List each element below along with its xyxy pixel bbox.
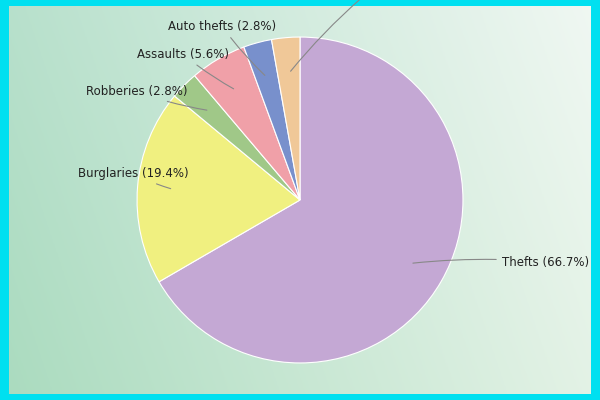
- Wedge shape: [194, 47, 300, 200]
- Wedge shape: [272, 37, 300, 200]
- Wedge shape: [159, 37, 463, 363]
- Wedge shape: [244, 40, 300, 200]
- Text: Auto thefts (2.8%): Auto thefts (2.8%): [168, 20, 276, 75]
- Text: Robberies (2.8%): Robberies (2.8%): [86, 85, 207, 110]
- Text: Thefts (66.7%): Thefts (66.7%): [413, 256, 589, 268]
- Text: Assaults (5.6%): Assaults (5.6%): [137, 48, 233, 89]
- Text: Arson (2.8%): Arson (2.8%): [290, 0, 412, 71]
- Wedge shape: [175, 76, 300, 200]
- Text: Burglaries (19.4%): Burglaries (19.4%): [78, 167, 188, 189]
- Wedge shape: [137, 96, 300, 282]
